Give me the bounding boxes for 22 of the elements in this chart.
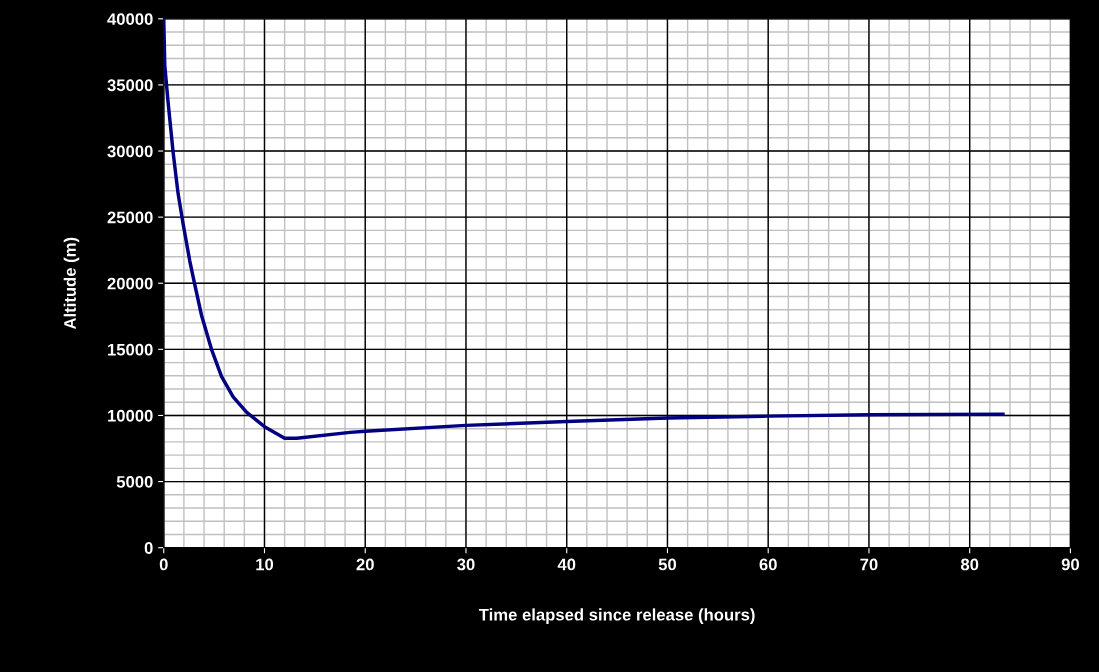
x-tick-label: 70 xyxy=(860,558,878,571)
x-tick-label: 60 xyxy=(759,558,777,571)
x-tick-label: 80 xyxy=(960,558,979,571)
x-tick-label: 0 xyxy=(159,558,168,571)
line-series xyxy=(163,18,1005,440)
x-tick-label: 90 xyxy=(1061,558,1080,571)
y-tick-label: 20000 xyxy=(107,277,153,290)
x-tick-label: 10 xyxy=(256,558,274,571)
y-tick-label: 0 xyxy=(144,542,153,554)
y-tick-label: 35000 xyxy=(107,79,153,92)
y-tick-label: 40000 xyxy=(107,13,153,26)
y-tick-label: 25000 xyxy=(107,211,153,224)
x-tick-label: 50 xyxy=(658,558,677,571)
y-axis-title: Altitude (m) xyxy=(63,237,80,330)
y-tick-label: 30000 xyxy=(107,145,153,158)
x-axis-title: Time elapsed since release (hours) xyxy=(478,608,755,624)
x-tick-label: 20 xyxy=(356,558,374,571)
y-tick-label: 5000 xyxy=(116,475,153,488)
y-tick-label: 15000 xyxy=(108,343,153,356)
y-tick-label: 10000 xyxy=(108,409,153,422)
x-tick-label: 30 xyxy=(457,558,475,571)
x-tick-label: 40 xyxy=(557,558,576,571)
